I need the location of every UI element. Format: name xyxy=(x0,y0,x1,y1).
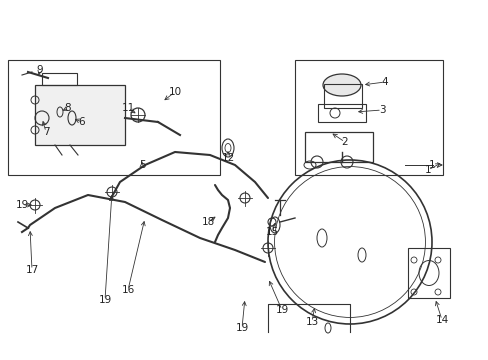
Text: 17: 17 xyxy=(25,265,39,275)
Bar xyxy=(407,248,449,298)
Text: 3: 3 xyxy=(378,105,385,115)
Text: 14: 14 xyxy=(434,315,447,325)
Text: 8: 8 xyxy=(64,103,71,113)
Text: 1: 1 xyxy=(424,165,430,175)
Text: 4: 4 xyxy=(381,77,387,87)
Text: 5: 5 xyxy=(139,160,145,170)
Text: 9: 9 xyxy=(37,65,43,75)
Text: 7: 7 xyxy=(42,127,49,137)
Text: 19: 19 xyxy=(235,323,248,333)
Text: 12: 12 xyxy=(221,153,234,163)
Text: 2: 2 xyxy=(341,137,347,147)
Text: 10: 10 xyxy=(168,87,181,97)
Ellipse shape xyxy=(323,74,360,96)
Bar xyxy=(317,104,365,122)
Text: 18: 18 xyxy=(201,217,214,227)
Text: 16: 16 xyxy=(121,285,134,295)
Text: 15: 15 xyxy=(265,227,278,237)
Text: 19: 19 xyxy=(275,305,288,315)
Bar xyxy=(35,85,125,145)
Text: 6: 6 xyxy=(79,117,85,127)
Bar xyxy=(324,84,361,108)
Bar xyxy=(8,60,220,175)
Text: 19: 19 xyxy=(98,295,111,305)
Bar xyxy=(305,132,372,162)
Text: 19: 19 xyxy=(15,200,29,210)
Bar xyxy=(294,60,442,175)
Text: 1: 1 xyxy=(428,160,434,170)
Bar xyxy=(42,73,77,85)
Text: 13: 13 xyxy=(305,317,318,327)
Text: 11: 11 xyxy=(121,103,134,113)
